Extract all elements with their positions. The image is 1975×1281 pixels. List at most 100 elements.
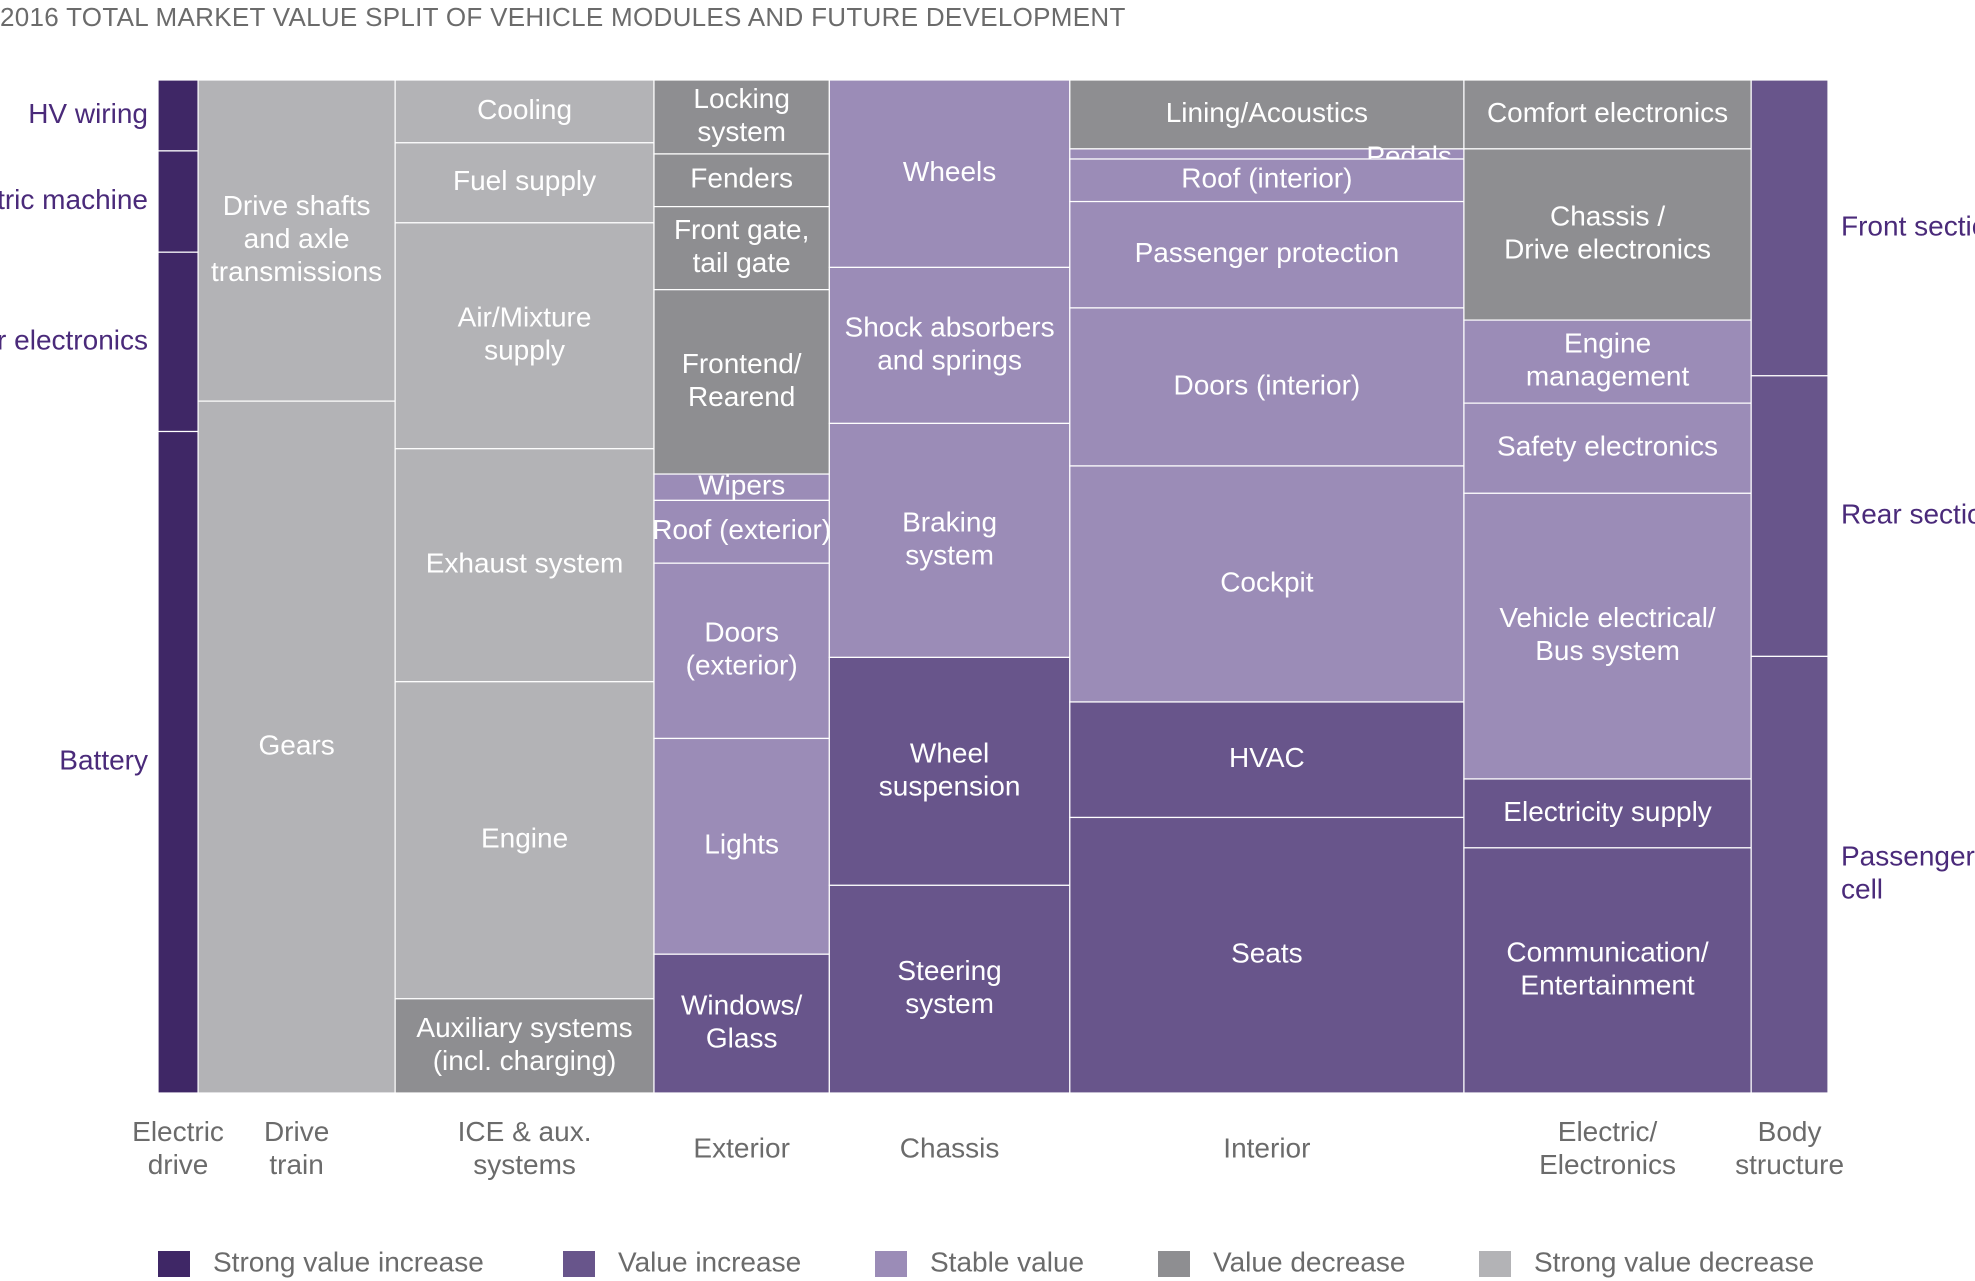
cell-wheel-suspension (828, 656, 1071, 886)
cell-label-gears: Gears (258, 729, 334, 760)
cell-label-passenger-protection: Passenger protection (1135, 237, 1400, 268)
cell-comfort-electronics (1463, 79, 1752, 150)
cell-label-shock-absorbers-and-springs: Shock absorbers and springs (845, 311, 1055, 375)
cell-hvac (1069, 701, 1465, 819)
cell-label-wipers: Wipers (698, 470, 785, 501)
column-label-electric-electronics: Electric/Electronics (1539, 1116, 1676, 1180)
side-label-electric-machine: Electric machine (0, 184, 148, 215)
column-label-electric-drive: Electric drive (132, 1116, 224, 1180)
cell-seats (1069, 816, 1465, 1094)
cell-exhaust-system (394, 448, 655, 683)
cell-cockpit (1069, 465, 1465, 703)
cell-label-doors-interior: Doors (interior) (1174, 369, 1361, 400)
column-label-interior: Interior (1223, 1132, 1310, 1163)
side-label-rear-section: Rear section (1841, 498, 1975, 529)
column-label-chassis: Chassis (900, 1132, 1000, 1163)
legend: Strong value increase Value increase Stabl… (158, 1246, 1814, 1277)
cell-label-engine: Engine (481, 823, 568, 854)
legend-swatch-value-increase (563, 1251, 595, 1277)
legend-label-value-decrease: Value decrease (1213, 1246, 1406, 1277)
legend-label-strong-value-decrease: Strong value decrease (1534, 1246, 1814, 1277)
cell-label-fenders: Fenders (690, 163, 793, 194)
cell-label-locking-system: Locking system (693, 83, 790, 147)
cell-cooling (394, 79, 655, 144)
cell-vehicle-electrical-bus-system (1463, 492, 1752, 780)
cell-lights (653, 737, 830, 955)
cell-label-safety-electronics: Safety electronics (1497, 431, 1718, 462)
cell-label-lining-acoustics: Lining/Acoustics (1166, 97, 1368, 128)
cell-locking-system (653, 79, 830, 155)
treemap-plot: Drive shafts and axle transmissions Gears Co… (157, 79, 1829, 1094)
cell-label-seats: Seats (1231, 938, 1303, 969)
cell-engine (394, 681, 655, 1000)
cell-roof-exterior (653, 499, 830, 564)
cell-label-front-gate-tail-gate: Front gate, tail gate (674, 214, 809, 278)
cell-label-communication-entertainment: Communication/Entertainment (1506, 936, 1709, 1000)
cell-label-exhaust-system: Exhaust system (426, 548, 624, 579)
cell-label-cooling: Cooling (477, 94, 572, 125)
cell-label-lights: Lights (704, 829, 779, 860)
cell-wipers (653, 473, 830, 501)
legend-swatch-strong-value-decrease (1479, 1251, 1511, 1277)
cell-label-electricity-supply: Electricity supply (1503, 796, 1712, 827)
cell-label-frontend-rearend: Frontend/Rearend (682, 348, 802, 412)
cell-label-wheels: Wheels (903, 156, 996, 187)
side-label-passenger-cell: Passenger cell (1841, 841, 1975, 905)
legend-swatch-value-decrease (1158, 1251, 1190, 1277)
cell-doors-exterior (653, 562, 830, 740)
cell-fuel-supply (394, 142, 655, 224)
cell-chassis-drive-electronics (1463, 148, 1752, 321)
legend-label-strong-value-increase: Strong value increase (213, 1246, 484, 1277)
cell-wheels (828, 79, 1071, 269)
cell-label-wheel-suspension: Wheel suspension (879, 737, 1021, 801)
cell-label-chassis-drive-electronics: Chassis / Drive electronics (1504, 200, 1711, 264)
cell-label-steering-system: Steering system (897, 955, 1001, 1019)
cell-braking-system (828, 422, 1071, 659)
cell-frontend-rearend (653, 289, 830, 475)
cell-label-braking-system: Braking system (902, 506, 997, 570)
cell-power-electronics (157, 251, 199, 433)
column-label-ice-aux-systems: ICE & aux. systems (458, 1116, 592, 1180)
legend-label-value-increase: Value increase (618, 1246, 801, 1277)
column-label-exterior: Exterior (693, 1132, 789, 1163)
side-label-hv-wiring: HV wiring (28, 98, 148, 129)
cell-label-cockpit: Cockpit (1220, 566, 1314, 597)
cell-safety-electronics (1463, 402, 1752, 494)
side-labels: HV wiring Electric machine Power electroni… (0, 98, 1975, 905)
column-labels: Electric drive Drive train ICE & aux. systems… (132, 1116, 1844, 1180)
cell-label-roof-exterior: Roof (exterior) (652, 514, 831, 545)
cell-label-roof-interior: Roof (interior) (1181, 163, 1352, 194)
cell-drive-shafts-and-axle-transmissions (197, 79, 396, 402)
cell-label-drive-shafts-and-axle-transmissions: Drive shafts and axle transmissions (211, 190, 382, 287)
cell-label-hvac: HVAC (1229, 742, 1305, 773)
cell-passenger-protection (1069, 200, 1465, 309)
cell-passenger-cell (1750, 655, 1829, 1094)
cell-label-comfort-electronics: Comfort electronics (1487, 97, 1728, 128)
side-label-front-section: Front section (1841, 210, 1975, 241)
cell-label-auxiliary-systems-incl-charging: Auxiliary systems (incl. charging) (416, 1012, 632, 1076)
legend-label-stable-value: Stable value (930, 1246, 1084, 1277)
cell-label-air-mixture-supply: Air/Mixture supply (458, 302, 592, 366)
legend-swatch-strong-value-increase (158, 1251, 190, 1277)
cell-air-mixture-supply (394, 222, 655, 450)
cell-auxiliary-systems-incl-charging (394, 998, 655, 1094)
cell-rear-section (1750, 375, 1829, 657)
cell-communication-entertainment (1463, 847, 1752, 1094)
cell-front-section (1750, 79, 1829, 377)
cell-battery (157, 430, 199, 1094)
chart-title: 2016 TOTAL MARKET VALUE SPLIT OF VEHICLE… (0, 2, 1126, 32)
column-label-drive-train: Drive train (264, 1116, 329, 1180)
cell-label-doors-exterior: Doors (exterior) (686, 617, 798, 681)
cell-windows-glass (653, 953, 830, 1094)
cell-label-fuel-supply: Fuel supply (453, 165, 596, 196)
cell-gears (197, 400, 396, 1094)
side-label-power-electronics: Power electronics (0, 324, 148, 355)
cell-electricity-supply (1463, 778, 1752, 849)
cell-shock-absorbers-and-springs (828, 266, 1071, 425)
cell-steering-system (828, 884, 1071, 1094)
cell-label-engine-management: Engine management (1526, 328, 1690, 392)
legend-swatch-stable-value (875, 1251, 907, 1277)
side-label-battery: Battery (59, 745, 148, 776)
cell-electric-machine (157, 150, 199, 253)
